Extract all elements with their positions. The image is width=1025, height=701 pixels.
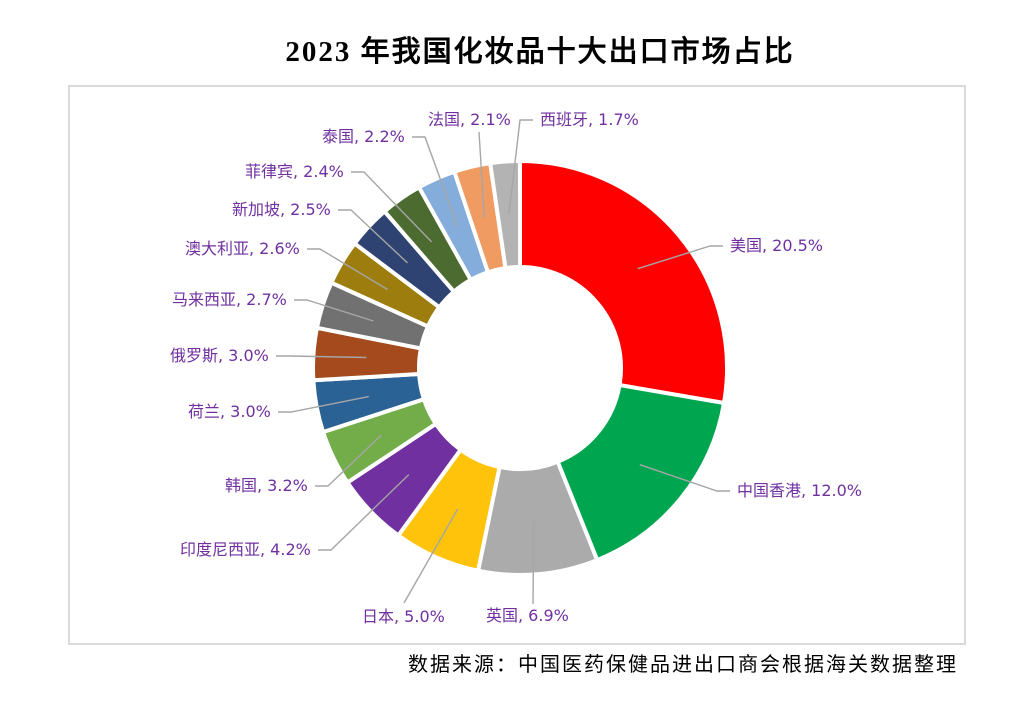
leader-line-8 xyxy=(294,299,374,322)
leader-line-0 xyxy=(637,245,723,270)
leader-line-2 xyxy=(532,521,535,605)
leader-line-1 xyxy=(639,464,730,492)
chart-title: 2023 年我国化妆品十大出口市场占比 xyxy=(285,36,795,68)
leader-line-7 xyxy=(276,355,367,359)
leader-line-5 xyxy=(315,434,382,487)
source-note: 数据来源：中国医药保健品进出口商会根据海关数据整理 xyxy=(408,654,958,676)
leader-line-11 xyxy=(351,171,433,243)
leader-line-9 xyxy=(307,248,388,291)
leader-line-3 xyxy=(403,508,459,604)
leader-line-4 xyxy=(318,474,410,551)
leader-line-13 xyxy=(478,131,486,219)
leader-line-14 xyxy=(508,119,533,215)
donut-slice-0 xyxy=(518,158,729,406)
leader-line-10 xyxy=(338,209,408,264)
leader-line-6 xyxy=(278,395,369,413)
leader-line-12 xyxy=(412,136,459,228)
donut-slice-1 xyxy=(555,382,727,563)
